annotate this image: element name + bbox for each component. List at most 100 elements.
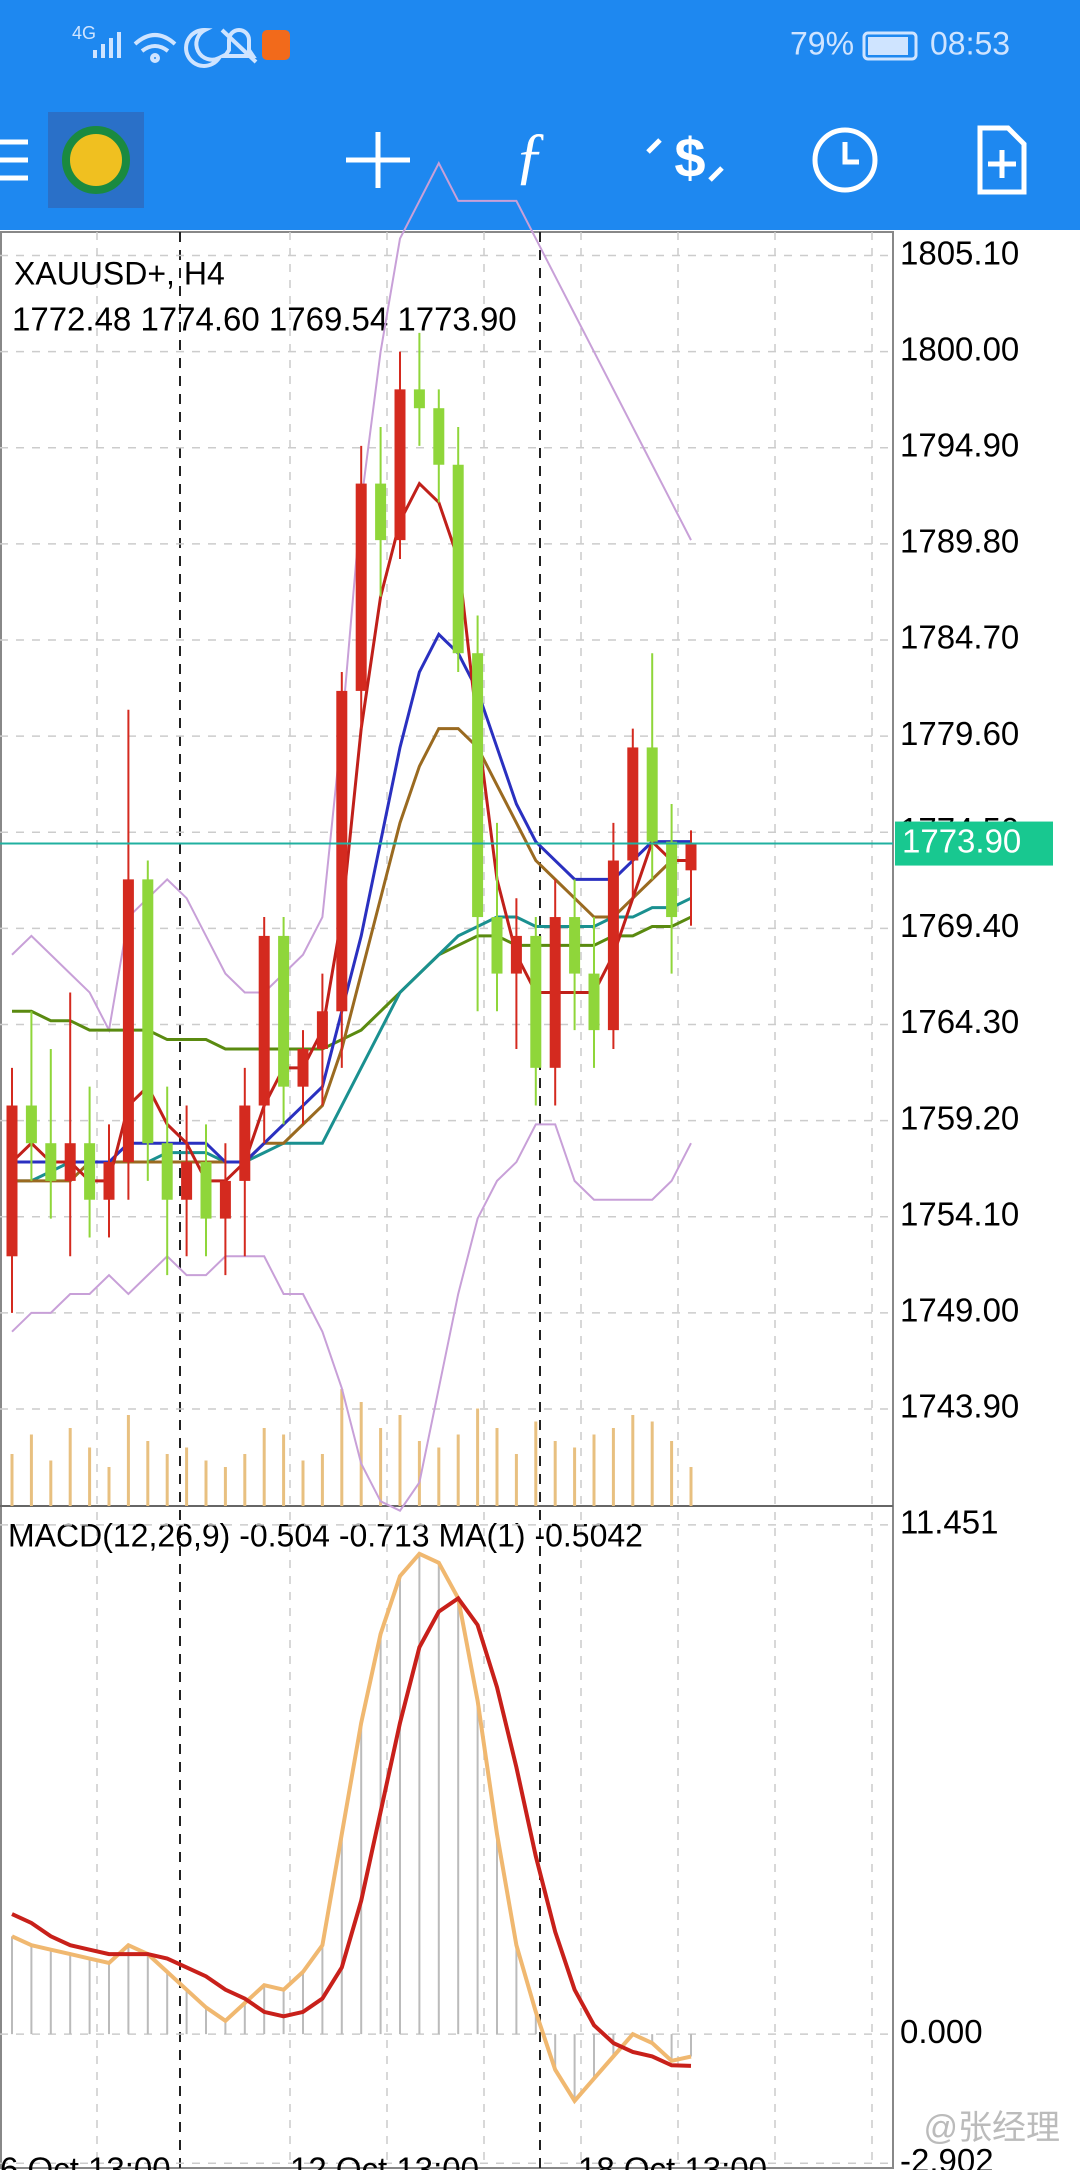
volume-bar	[68, 1428, 72, 1506]
candle-body	[297, 1048, 309, 1087]
candle-body	[588, 973, 600, 1031]
history-button[interactable]	[812, 127, 878, 193]
ma-line	[11, 1123, 692, 1512]
volume-bar	[301, 1460, 305, 1506]
crosshair-button[interactable]	[346, 132, 410, 188]
price-tag-label: 1773.90	[902, 822, 1021, 859]
candle-body	[219, 1180, 231, 1219]
candle-body	[607, 860, 619, 1031]
y-tick-label: 1800.00	[900, 330, 1019, 367]
volume-bar	[359, 1402, 363, 1506]
volume-bar	[417, 1441, 421, 1506]
y-tick-label: 1805.10	[900, 234, 1019, 271]
candle-body	[569, 917, 581, 974]
volume-bar	[611, 1428, 615, 1506]
ma-line	[12, 896, 692, 1183]
ohlc-info: 1772.48 1774.60 1769.54 1773.90	[12, 301, 517, 338]
volume-bar	[204, 1460, 208, 1506]
candle-body	[122, 879, 134, 1163]
candle-body	[239, 1105, 251, 1181]
candle-body	[316, 1011, 328, 1049]
y-tick-label: 1779.60	[900, 715, 1019, 752]
volume-bar	[670, 1441, 674, 1506]
volume-bar	[689, 1467, 693, 1506]
candle-body	[375, 483, 387, 541]
candle-body	[25, 1105, 37, 1144]
y-tick-label: 1794.90	[900, 427, 1019, 464]
candle-body	[530, 935, 542, 1068]
candle-body	[355, 483, 367, 691]
x-tick-label: 6 Oct 13:00	[0, 2151, 171, 2170]
volume-bar	[553, 1441, 557, 1506]
volume-bar	[126, 1415, 130, 1506]
volume-bar	[398, 1415, 402, 1506]
x-tick-label: 18 Oct 13:00	[578, 2151, 767, 2170]
battery: 79%	[790, 25, 854, 61]
macd-line	[11, 1551, 692, 2105]
y-tick-label: 1749.00	[900, 1292, 1019, 1329]
signal-line	[11, 1595, 692, 2068]
logo-mark	[62, 126, 130, 194]
candle-body	[394, 389, 406, 541]
candle-body	[549, 917, 561, 1068]
volume-bar	[243, 1454, 247, 1506]
status-icons	[93, 27, 258, 68]
ma-line	[11, 161, 692, 1034]
candle-body	[336, 690, 348, 1012]
x-tick-label: 12 Oct 13:00	[290, 2151, 479, 2170]
volume-bar	[456, 1434, 460, 1506]
candle-body	[278, 935, 290, 1087]
candle-body	[64, 1143, 76, 1181]
volume-bar	[631, 1415, 635, 1506]
candle-body	[666, 841, 678, 918]
candle-body	[161, 1143, 173, 1200]
battery-level	[868, 37, 908, 55]
volume-bar	[340, 1389, 344, 1506]
battery-icon	[862, 31, 918, 61]
volume-bar	[534, 1421, 538, 1506]
y-tick-label: 1743.90	[900, 1388, 1019, 1425]
volume-bar	[320, 1454, 324, 1506]
indicator-button[interactable]: ƒ	[514, 120, 546, 191]
volume-bar	[146, 1441, 150, 1506]
candle-body	[200, 1162, 212, 1219]
y-tick-label: -2.902	[900, 2142, 994, 2170]
watermark: @张经理	[923, 2109, 1060, 2147]
toolbar[interactable]: ƒ $	[0, 112, 1027, 208]
candle-body	[6, 1105, 18, 1257]
volume-bar	[262, 1428, 266, 1506]
symbol: XAUUSD+, H4	[14, 255, 225, 291]
candle-body	[181, 1162, 193, 1200]
candle-body	[84, 1143, 96, 1200]
volume-bar	[650, 1421, 654, 1506]
volume-bar	[223, 1467, 227, 1506]
v-grid	[96, 232, 873, 2168]
candle-body	[452, 464, 464, 654]
volume-bar	[49, 1460, 53, 1506]
candle-body	[685, 843, 697, 871]
candle-body	[627, 747, 639, 861]
candle-body	[413, 389, 425, 409]
candle-body	[433, 408, 445, 465]
chart-frame	[0, 231, 894, 2169]
y-tick-label: 0.000	[900, 2013, 983, 2050]
volume-bar	[282, 1434, 286, 1506]
candle-body	[142, 879, 154, 1144]
new-order-button[interactable]	[977, 125, 1027, 195]
y-tick-label: 1769.40	[900, 907, 1019, 944]
menu-button[interactable]	[0, 139, 28, 181]
trade-button[interactable]: $	[674, 126, 705, 189]
macd-title: MACD(12,26,9) -0.504 -0.713 MA(1) -0.504…	[8, 1517, 643, 1553]
ma-line	[12, 631, 691, 1164]
volume-bar	[573, 1447, 577, 1506]
y-tick-label: 1789.80	[900, 523, 1019, 560]
candle-body	[646, 747, 658, 842]
volume-bar	[185, 1447, 189, 1506]
candle-body	[491, 917, 503, 974]
volume-bar	[379, 1428, 383, 1506]
network: 4G	[72, 23, 96, 43]
y-tick-label: 1764.30	[900, 1003, 1019, 1040]
app-icon	[262, 30, 290, 60]
